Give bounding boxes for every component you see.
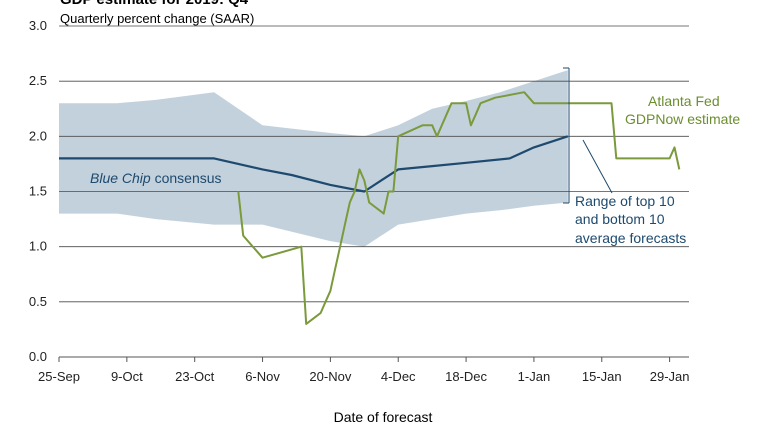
y-tick-label-2: 1.0 <box>29 239 47 254</box>
y-tick-label-3: 1.5 <box>29 184 47 199</box>
y-tick-label-5: 2.5 <box>29 73 47 88</box>
range-bracket <box>563 67 570 204</box>
blue-chip-label: Blue Chip consensus <box>90 170 222 186</box>
x-tick-label-9: 29-Jan <box>650 369 690 384</box>
gdpnow-label-line-2: GDPNow estimate <box>625 111 740 127</box>
x-tick-label-8: 15-Jan <box>582 369 622 384</box>
axes: 25-Sep 9-Oct 23-Oct 6-Nov 20-Nov 4-Dec 18-Dec 1… <box>38 356 690 384</box>
x-tick-label-2: 23-Oct <box>175 369 214 384</box>
x-axis-label: Date of forecast <box>334 409 433 425</box>
blue-chip-label-italic: Blue Chip <box>90 170 151 186</box>
chart-subtitle: Quarterly percent change (SAAR) <box>60 11 254 26</box>
x-tick-label-5: 4-Dec <box>381 369 416 384</box>
blue-chip-pointer <box>582 139 613 194</box>
blue-chip-label-rest: consensus <box>151 170 222 186</box>
x-tick-label-3: 6-Nov <box>245 369 280 384</box>
x-tick-label-4: 20-Nov <box>309 369 351 384</box>
series-blue-chip-line <box>59 135 569 193</box>
y-tick-label-4: 2.0 <box>29 128 47 143</box>
series-gdpnow-line <box>237 91 681 325</box>
chart-title: GDP estimate for 2019: Q4 <box>60 0 249 8</box>
gridlines: 0.0 0.5 1.0 1.5 2.0 2.5 3.0 <box>29 18 689 364</box>
x-tick-label-0: 25-Sep <box>38 369 80 384</box>
range-label-line-3: average forecasts <box>575 230 686 246</box>
y-tick-label-6: 3.0 <box>29 18 47 33</box>
series-layer <box>59 91 681 325</box>
x-tick-label-1: 9-Oct <box>111 369 143 384</box>
y-tick-label-0: 0.0 <box>29 349 47 364</box>
x-tick-label-6: 18-Dec <box>445 369 487 384</box>
range-band-layer <box>59 70 568 247</box>
range-label-line-1: Range of top 10 <box>575 193 675 209</box>
range-band <box>59 70 568 247</box>
y-tick-label-1: 0.5 <box>29 294 47 309</box>
gdpnow-label-line-1: Atlanta Fed <box>648 93 720 109</box>
x-tick-label-7: 1-Jan <box>518 369 551 384</box>
range-label-line-2: and bottom 10 <box>575 211 665 227</box>
